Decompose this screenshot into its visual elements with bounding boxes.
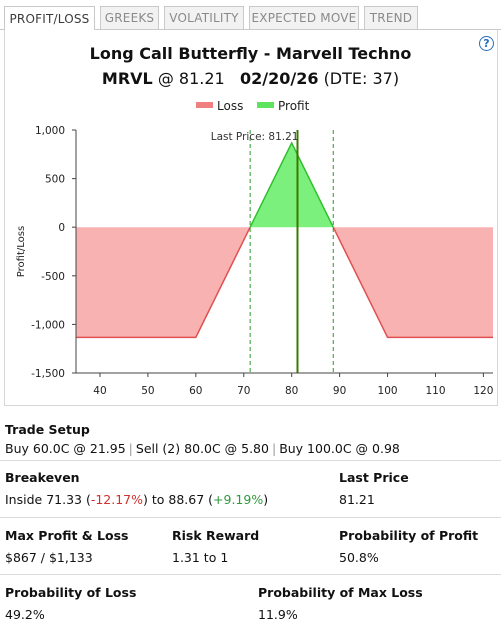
x-tick-label: 40	[93, 385, 106, 397]
breakeven-close: )	[263, 492, 269, 507]
x-tick-label: 120	[473, 385, 493, 397]
tab-divider	[0, 29, 501, 30]
prob-loss-label: Probability of Loss	[5, 585, 137, 600]
expiry-date: 02/20/26	[239, 69, 319, 88]
symbol: MRVL	[101, 69, 153, 88]
last-price-label: Last Price: 81.21	[211, 131, 299, 143]
leg-sell-80c: Sell (2) 80.0C @ 5.80	[135, 441, 269, 456]
last-price-label: Last Price	[339, 470, 409, 485]
breakeven-row: Breakeven Inside 71.33 (-12.17%) to 88.6…	[0, 461, 501, 518]
breakeven-high: ) to 88.67 (	[143, 492, 214, 507]
profit-area	[250, 142, 334, 228]
legend-swatch-profit	[257, 102, 274, 108]
prob-loss-value: 49.2%	[5, 607, 45, 622]
prob-profit-value: 50.8%	[339, 550, 379, 565]
trade-stats: Trade Setup Buy 60.0C @ 21.95 | Sell (2) 8…	[0, 408, 501, 631]
y-tick-label: -1,500	[31, 368, 65, 380]
max-profit-loss-value: $867 / $1,133	[5, 550, 93, 565]
y-axis-label: Profit/Loss	[16, 226, 27, 277]
profit-loss-chart: Last Price: 81.21 1,000 500 0 -500 -1,000 -1,5…	[16, 99, 493, 397]
breakeven-high-pct: +9.19%	[213, 492, 264, 507]
breakeven-value: Inside 71.33 (-12.17%) to 88.67 (+9.19%)	[5, 492, 268, 507]
strategy-subtitle: MRVL @ 81.21 02/20/26 (DTE: 37)	[0, 69, 501, 88]
breakeven-label: Breakeven	[5, 470, 80, 485]
x-tick-label: 80	[285, 385, 298, 397]
leg-buy-100c: Buy 100.0C @ 0.98	[279, 441, 400, 456]
last-price-value: 81.21	[339, 492, 375, 507]
legend-label-loss: Loss	[217, 99, 243, 113]
y-tick-label: 0	[58, 222, 65, 234]
loss-line-left	[76, 226, 251, 339]
trade-setup-row: Trade Setup Buy 60.0C @ 21.95 | Sell (2) 8…	[0, 408, 501, 461]
loss-line-right	[332, 226, 493, 339]
x-tick-label: 70	[237, 385, 250, 397]
trade-setup-legs: Buy 60.0C @ 21.95 | Sell (2) 80.0C @ 5.80 |…	[5, 441, 400, 456]
breakeven-low: Inside 71.33 (	[5, 492, 91, 507]
leg-separator: |	[128, 441, 133, 456]
max-profit-loss-label: Max Profit & Loss	[5, 528, 129, 543]
x-tick-label: 50	[141, 385, 154, 397]
days-to-expiry: (DTE: 37)	[323, 69, 400, 88]
y-tick-label: -1,000	[31, 319, 65, 331]
tab-volatility[interactable]: VOLATILITY	[164, 6, 244, 29]
metrics-row: Max Profit & Loss $867 / $1,133 Risk Rew…	[0, 518, 501, 575]
question-circle-icon[interactable]: ?	[479, 36, 494, 51]
loss-area-right	[333, 227, 493, 338]
strategy-title: Long Call Butterfly - Marvell Techno	[89, 44, 412, 63]
leg-separator: |	[271, 441, 277, 456]
chart-panel	[4, 30, 498, 406]
prob-profit-label: Probability of Profit	[339, 528, 479, 543]
y-tick-label: 500	[45, 174, 65, 186]
y-tick-label: 1,000	[35, 125, 65, 137]
breakeven-low-pct: -12.17%	[90, 492, 144, 507]
prob-max-loss-value: 11.9%	[258, 607, 298, 622]
x-tick-label: 100	[378, 385, 398, 397]
loss-area-left	[76, 227, 251, 338]
y-tick-label: -500	[41, 271, 65, 283]
tab-profit-loss[interactable]: PROFIT/LOSS	[4, 6, 95, 30]
leg-buy-60c: Buy 60.0C @ 21.95	[5, 441, 126, 456]
tab-greeks[interactable]: GREEKS	[100, 6, 159, 29]
probability-row: Probability of Loss 49.2% Probability of…	[0, 575, 501, 631]
x-tick-label: 90	[333, 385, 346, 397]
tab-expected-move[interactable]: EXPECTED MOVE	[249, 6, 359, 29]
trade-setup-label: Trade Setup	[5, 422, 90, 437]
risk-reward-value: 1.31 to 1	[172, 550, 229, 565]
risk-reward-label: Risk Reward	[172, 528, 260, 543]
tab-trend[interactable]: TREND	[364, 6, 418, 29]
underlying-price: @ 81.21	[157, 69, 225, 88]
legend-swatch-loss	[196, 102, 213, 108]
profit-line	[249, 141, 334, 228]
prob-max-loss-label: Probability of Max Loss	[258, 585, 423, 600]
x-tick-label: 60	[189, 385, 202, 397]
tab-bar: PROFIT/LOSS GREEKS VOLATILITY EXPECTED M…	[0, 0, 501, 30]
legend-label-profit: Profit	[278, 99, 310, 113]
x-tick-label: 110	[425, 385, 445, 397]
